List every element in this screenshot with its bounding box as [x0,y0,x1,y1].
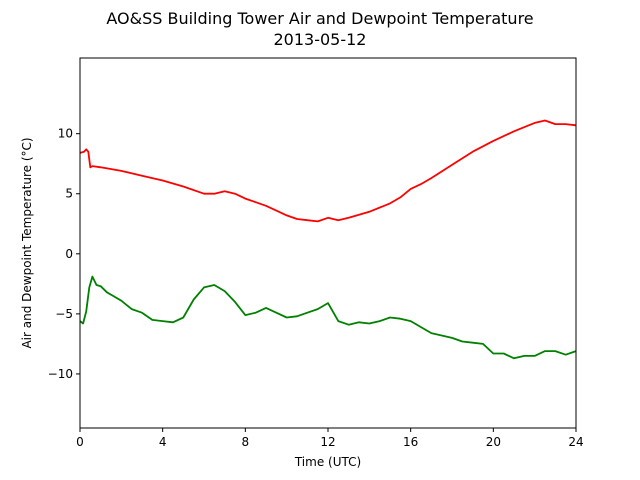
x-tick-label: 12 [320,435,335,449]
x-tick-label: 4 [159,435,167,449]
x-tick-label: 24 [568,435,583,449]
y-tick-label: −5 [55,307,73,321]
series-line-1 [79,275,577,360]
x-tick-label: 16 [403,435,418,449]
y-tick-label: −10 [48,367,73,381]
x-tick-label: 20 [486,435,501,449]
y-tick-label: 10 [58,127,73,141]
plot-frame [79,57,577,429]
chart-subtitle: 2013-05-12 [274,30,367,49]
y-axis-label: Air and Dewpoint Temperature (°C) [20,137,34,348]
y-axis: −10 −5 0 5 10 [48,127,80,381]
y-tick-label: 5 [65,187,73,201]
x-tick-label: 8 [242,435,250,449]
x-axis: 0 4 8 12 16 20 24 [76,428,584,449]
plot-area [79,57,577,429]
series-line-0 [79,119,577,223]
x-tick-label: 0 [76,435,84,449]
chart-title: AO&SS Building Tower Air and Dewpoint Te… [106,9,533,28]
y-tick-label: 0 [65,247,73,261]
x-axis-label: Time (UTC) [294,455,361,469]
series-layer [79,119,577,360]
